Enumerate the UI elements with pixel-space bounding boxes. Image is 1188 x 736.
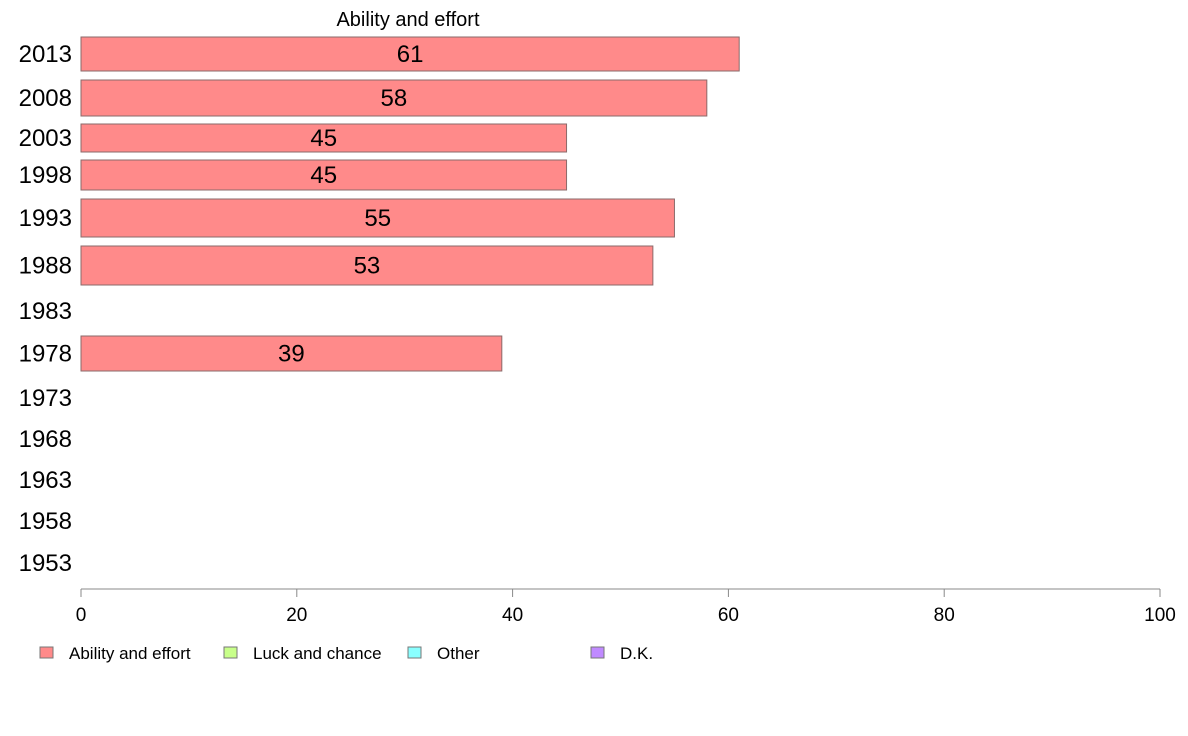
category-label-1978: 1978 (19, 341, 72, 368)
bar-1978 (80, 335, 503, 372)
x-tick-label-40: 40 (502, 605, 523, 626)
legend-label-0: Ability and effort (69, 644, 191, 663)
bar-1998 (80, 159, 568, 191)
value-label-1998: 45 (310, 162, 337, 189)
legend-swatch-3 (590, 646, 605, 659)
bar-2008 (80, 79, 708, 117)
value-labels: 61 58 45 45 55 53 39 (278, 41, 423, 368)
category-label-2008: 2008 (19, 85, 72, 112)
value-label-1993: 55 (364, 205, 391, 232)
category-label-1988: 1988 (19, 253, 72, 280)
bar-2013 (80, 36, 740, 72)
category-label-1993: 1993 (19, 205, 72, 232)
category-label-2003: 2003 (19, 125, 72, 152)
x-tick-label-80: 80 (934, 605, 955, 626)
value-label-2008: 58 (381, 85, 408, 112)
chart-title: Ability and effort (336, 9, 479, 31)
category-label-1963: 1963 (19, 467, 72, 494)
category-label-1998: 1998 (19, 162, 72, 189)
x-tick-label-100: 100 (1144, 605, 1176, 626)
x-tick-label-20: 20 (286, 605, 307, 626)
category-label-1953: 1953 (19, 550, 72, 577)
x-tick-label-60: 60 (718, 605, 739, 626)
legend-label-3: D.K. (620, 644, 653, 663)
bar-1988 (80, 245, 654, 286)
category-label-2013: 2013 (19, 41, 72, 68)
bar-2003 (80, 123, 568, 153)
bars (80, 36, 740, 372)
category-label-1973: 1973 (19, 385, 72, 412)
legend: Ability and effort Luck and chance Other D.… (39, 644, 653, 663)
legend-label-1: Luck and chance (253, 644, 382, 663)
value-label-2013: 61 (397, 41, 424, 68)
value-label-2003: 45 (310, 125, 337, 152)
category-label-1968: 1968 (19, 426, 72, 453)
value-label-1978: 39 (278, 341, 305, 368)
category-label-1983: 1983 (19, 298, 72, 325)
legend-label-2: Other (437, 644, 480, 663)
legend-swatch-2 (407, 646, 422, 659)
category-label-1958: 1958 (19, 508, 72, 535)
legend-swatch-1 (223, 646, 238, 659)
bar-1993 (80, 198, 675, 238)
x-axis: 0 20 40 60 80 100 (76, 588, 1176, 626)
legend-swatch-0 (39, 646, 54, 659)
category-labels: 2013 2008 2003 1998 1993 1988 1983 1978 1973 1968… (19, 41, 72, 577)
x-tick-label-0: 0 (76, 605, 87, 626)
value-label-1988: 53 (354, 253, 381, 280)
